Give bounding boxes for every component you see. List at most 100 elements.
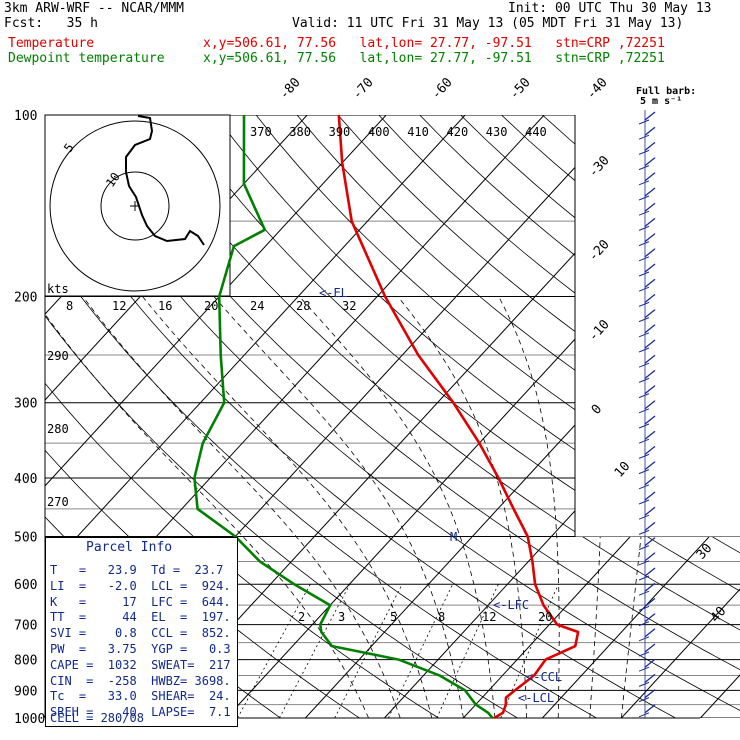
wind-barb [644,309,656,319]
wind-barb [644,126,656,136]
wind-barb [644,111,656,121]
wind-speed-tick: 32 [342,299,356,313]
wind-speed-tick: 24 [250,299,264,313]
wind-barb [644,187,656,197]
theta-tick-label: 430 [486,125,508,139]
isotherm-tick-label: -30 [586,153,613,180]
theta-tick-label: 270 [47,495,69,509]
wind-barb [644,293,656,303]
wind-barb [644,415,656,425]
theta-tick-label: 410 [407,125,429,139]
wind-barb [638,165,650,171]
wind-barb [638,134,650,140]
dry-adiabat [45,115,676,718]
wind-barb [644,385,656,395]
wind-barb [644,506,656,516]
wind-barb [638,393,650,399]
isotherm-line [45,115,387,718]
isotherm-tick-label: -70 [350,75,377,102]
wind-barb [638,195,650,201]
wind-speed-tick: 12 [112,299,126,313]
dry-adiabat [542,115,740,718]
wind-barb [638,271,650,277]
valid-time: Valid: 11 UTC Fri 31 May 13 (05 MDT Fri … [292,16,684,31]
mixing-ratio-label: 5 [390,610,397,624]
wind-barb [644,537,656,547]
wind-barb [644,461,656,471]
dewpoint-legend-info: x,y=506.61, 77.56 lat,lon= 27.77, -97.51… [203,51,665,66]
wind-barb [638,423,650,429]
forecast-hour: Fcst: 35 h [4,16,98,31]
wind-barb [644,628,656,638]
isotherm-tick-label: -20 [586,237,613,264]
wind-panel-unit: 5 m s⁻¹ [640,96,682,107]
cell-motion: CELL = 280/08 [50,711,144,725]
wind-barb [638,575,650,581]
mixing-ratio-label: 2 [298,610,305,624]
wind-barb [638,317,650,323]
isotherm-line [463,115,740,718]
mixing-ratio-line [334,584,403,718]
pressure-tick-label: 100 [14,109,37,124]
wind-barb [644,491,656,501]
dewpoint-profile [193,114,494,719]
wind-barb [644,141,656,151]
wind-barb [644,263,656,273]
level-marker: <-LCL [518,691,554,705]
moist-adiabat [586,296,603,718]
wind-barb [644,430,656,440]
isotherm-tick-label: 30 [694,541,716,563]
wind-barb [644,233,656,243]
dry-adiabat [214,115,740,718]
wind-barb [644,339,656,349]
dry-adiabat [173,115,740,718]
temperature-legend-label: Temperature [8,36,95,51]
model-title: 3km ARW-WRF -- NCAR/MMM [4,1,185,16]
theta-tick-label: 390 [329,125,351,139]
moist-adiabat [142,296,433,718]
dry-adiabat [45,115,597,718]
parcel-info-row: T = 23.9 Td = 23.7 [50,563,224,577]
moist-adiabat [82,296,401,718]
isotherm-tick-label: 0 [589,402,605,418]
pressure-tick-label: 800 [14,654,37,669]
parcel-info-row: CAPE = 1032 SWEAT= 217 [50,657,231,672]
isotherm-tick-label: -60 [429,75,456,102]
isotherm-tick-label: -50 [507,75,534,102]
pressure-tick-label: 300 [14,397,37,412]
pressure-tick-label: 1000 [14,712,45,727]
wind-barb [638,469,650,475]
mixing-ratio-label: 8 [438,610,445,624]
mixing-ratio-label: 3 [338,610,345,624]
wind-speed-tick: 8 [66,299,73,313]
wind-barb [638,210,650,216]
wind-barb [638,438,650,444]
hodograph-label: 10 [103,170,123,190]
dry-adiabat [51,115,740,718]
parcel-info-row: K = 17 LFC = 644. [50,594,231,609]
wind-barb [638,605,650,611]
mixing-ratio-line [500,584,559,718]
wind-barb [638,590,650,596]
mixing-ratio-line [237,584,311,718]
pressure-tick-label: 700 [14,619,37,634]
wind-barb [644,354,656,364]
wind-speed-tick: 16 [158,299,172,313]
wind-barb [644,582,656,592]
wind-barb [644,476,656,486]
hodograph-ring-outer [49,120,221,292]
wind-speed-unit: kts [47,282,69,296]
parcel-info-row: CIN = -258 HWBZ= 3698. [50,673,231,688]
wind-barb [644,400,656,410]
isotherm-line [621,115,740,718]
isotherm-tick-label: 10 [612,459,634,481]
mixing-ratio-label: 12 [482,610,496,624]
wind-barb [638,560,650,566]
moist-adiabat [621,296,660,718]
dewpoint-legend-label: Dewpoint temperature [8,51,165,66]
wind-barb [644,521,656,531]
level-marker: <-EL [319,286,348,300]
wind-barb [644,704,656,714]
